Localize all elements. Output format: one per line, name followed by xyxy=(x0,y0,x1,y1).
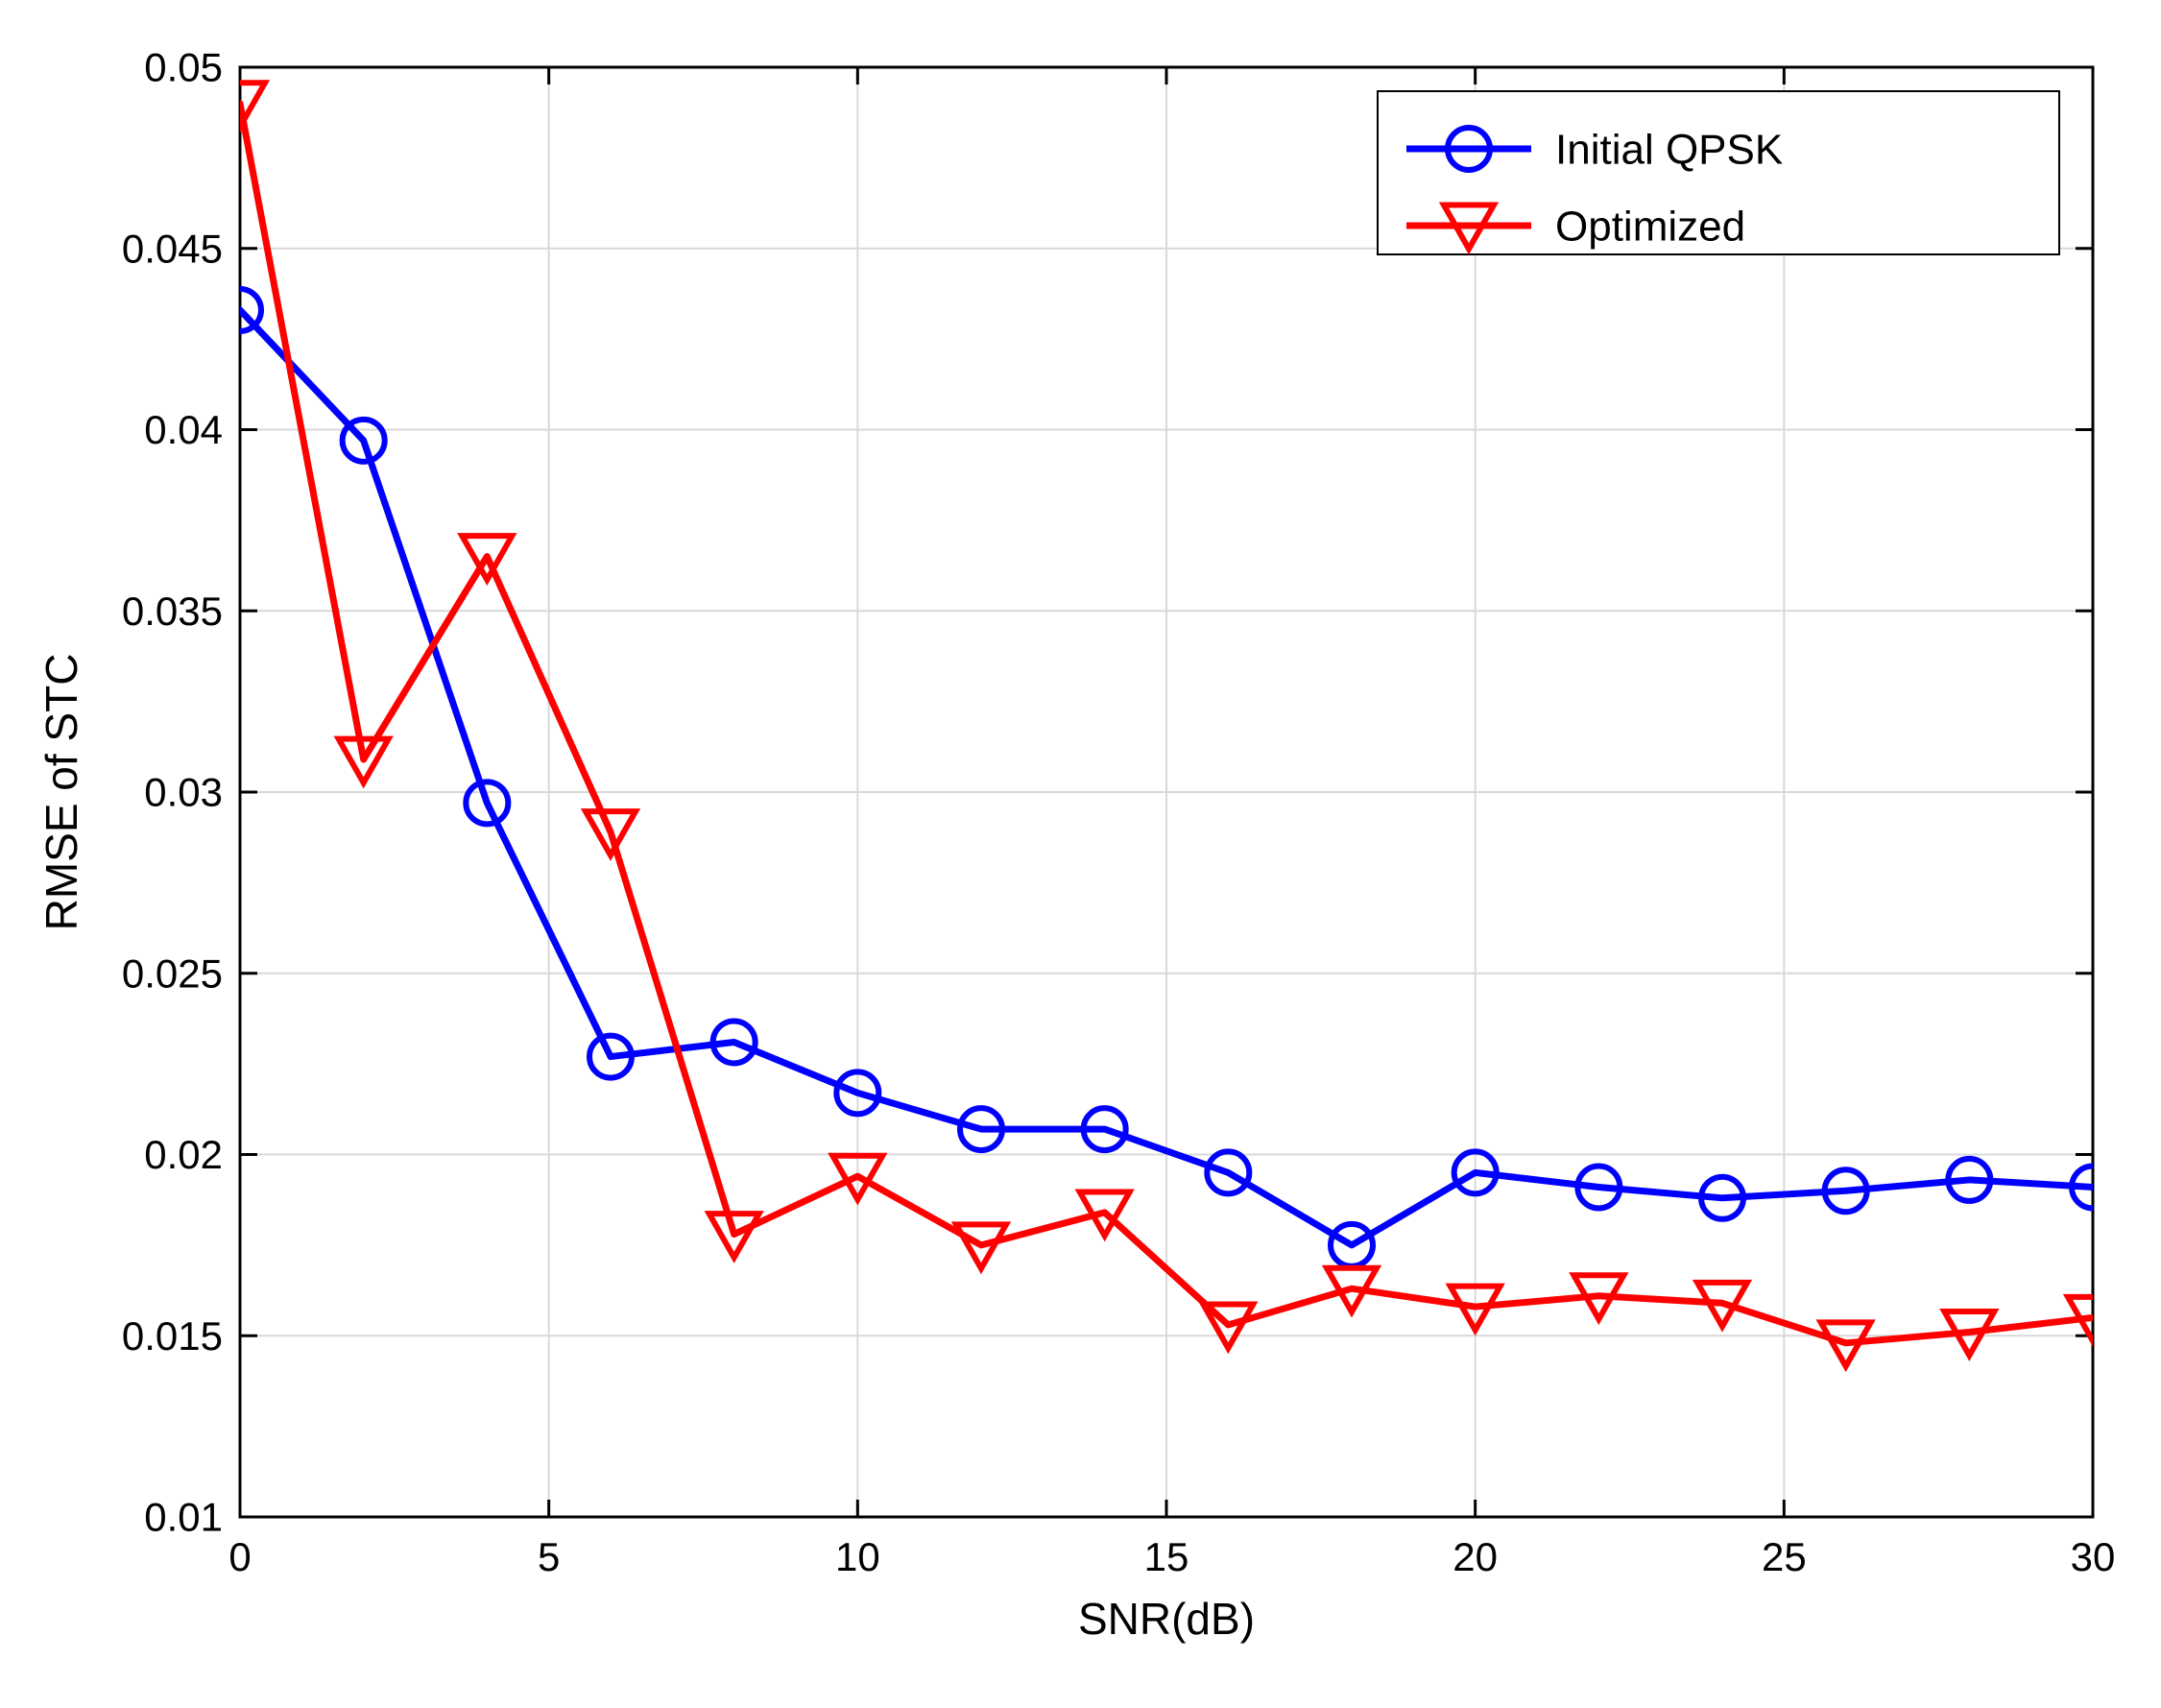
x-tick-label: 10 xyxy=(835,1534,880,1579)
y-tick-label: 0.02 xyxy=(144,1132,223,1177)
y-tick-label: 0.04 xyxy=(144,407,223,452)
x-tick-label: 5 xyxy=(538,1534,560,1579)
y-tick-label: 0.03 xyxy=(144,770,223,815)
y-tick-label: 0.045 xyxy=(122,226,223,271)
legend: Initial QPSK Optimized xyxy=(1378,91,2059,254)
y-axis-label: RMSE of STC xyxy=(36,654,86,931)
y-tick-label: 0.035 xyxy=(122,589,223,634)
y-tick-label: 0.015 xyxy=(122,1313,223,1359)
legend-label: Optimized xyxy=(1555,203,1745,250)
chart-container: 0 5 10 15 20 25 30 0.01 0.015 0.02 0.025 0.03 0.035 0… xyxy=(0,0,2161,1708)
x-axis-label: SNR(dB) xyxy=(1078,1594,1255,1644)
x-tick-label: 20 xyxy=(1453,1534,1498,1579)
y-tick-label: 0.05 xyxy=(144,45,223,90)
y-tick-label: 0.025 xyxy=(122,950,223,996)
x-tick-label: 15 xyxy=(1144,1534,1189,1579)
y-tick-label: 0.01 xyxy=(144,1495,223,1540)
rmse-vs-snr-chart: 0 5 10 15 20 25 30 0.01 0.015 0.02 0.025 0.03 0.035 0… xyxy=(0,0,2161,1708)
legend-label: Initial QPSK xyxy=(1555,126,1783,173)
x-tick-label: 30 xyxy=(2071,1534,2116,1579)
x-tick-label: 0 xyxy=(228,1534,251,1579)
x-tick-label: 25 xyxy=(1762,1534,1807,1579)
